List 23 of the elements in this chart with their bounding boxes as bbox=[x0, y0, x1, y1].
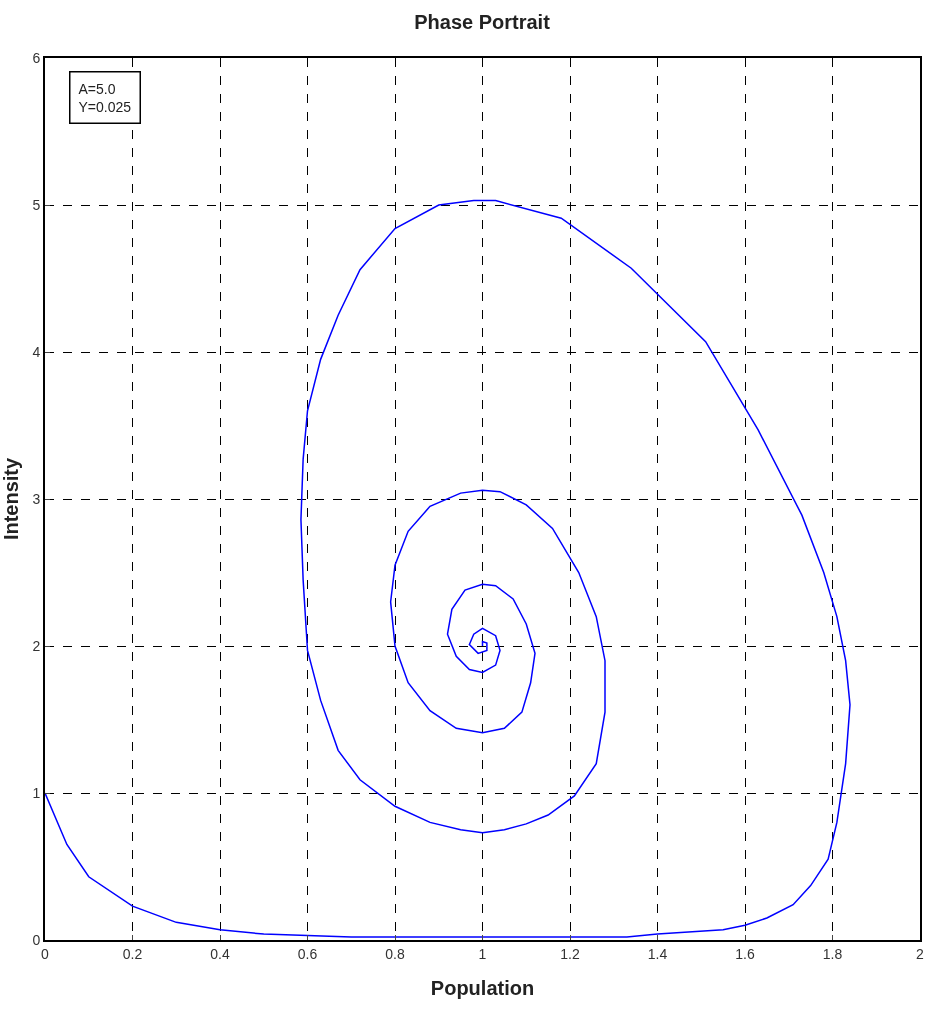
x-tick-label: 0.2 bbox=[122, 945, 143, 962]
line-series bbox=[45, 199, 851, 938]
y-tick-label: 3 bbox=[32, 490, 41, 507]
y-tick-label: 0 bbox=[32, 931, 41, 948]
chart-title: Phase Portrait bbox=[414, 11, 551, 34]
annotation: A=5.0 bbox=[78, 80, 116, 97]
x-tick-label: 1.6 bbox=[735, 945, 755, 962]
y-tick-label: 4 bbox=[32, 343, 41, 360]
x-tick-label: 0.4 bbox=[210, 945, 230, 962]
x-tick-label: 1.4 bbox=[647, 945, 668, 962]
y-tick-label: 6 bbox=[32, 49, 41, 66]
x-tick-label: 0.8 bbox=[385, 945, 405, 962]
y-tick-label: 2 bbox=[32, 637, 41, 654]
x-tick-label: 1.8 bbox=[822, 945, 843, 962]
y-tick-label: 1 bbox=[32, 784, 41, 801]
x-tick-label: 0.6 bbox=[297, 945, 318, 962]
y-axis-title: Intensity bbox=[0, 457, 22, 541]
annotation: Y=0.025 bbox=[78, 98, 132, 115]
y-tick-label: 5 bbox=[32, 196, 41, 213]
x-tick-label: 1.2 bbox=[560, 945, 580, 962]
x-axis-title: Population bbox=[430, 976, 535, 999]
x-tick-label: 1 bbox=[478, 945, 487, 962]
x-tick-label: 2 bbox=[916, 945, 925, 962]
